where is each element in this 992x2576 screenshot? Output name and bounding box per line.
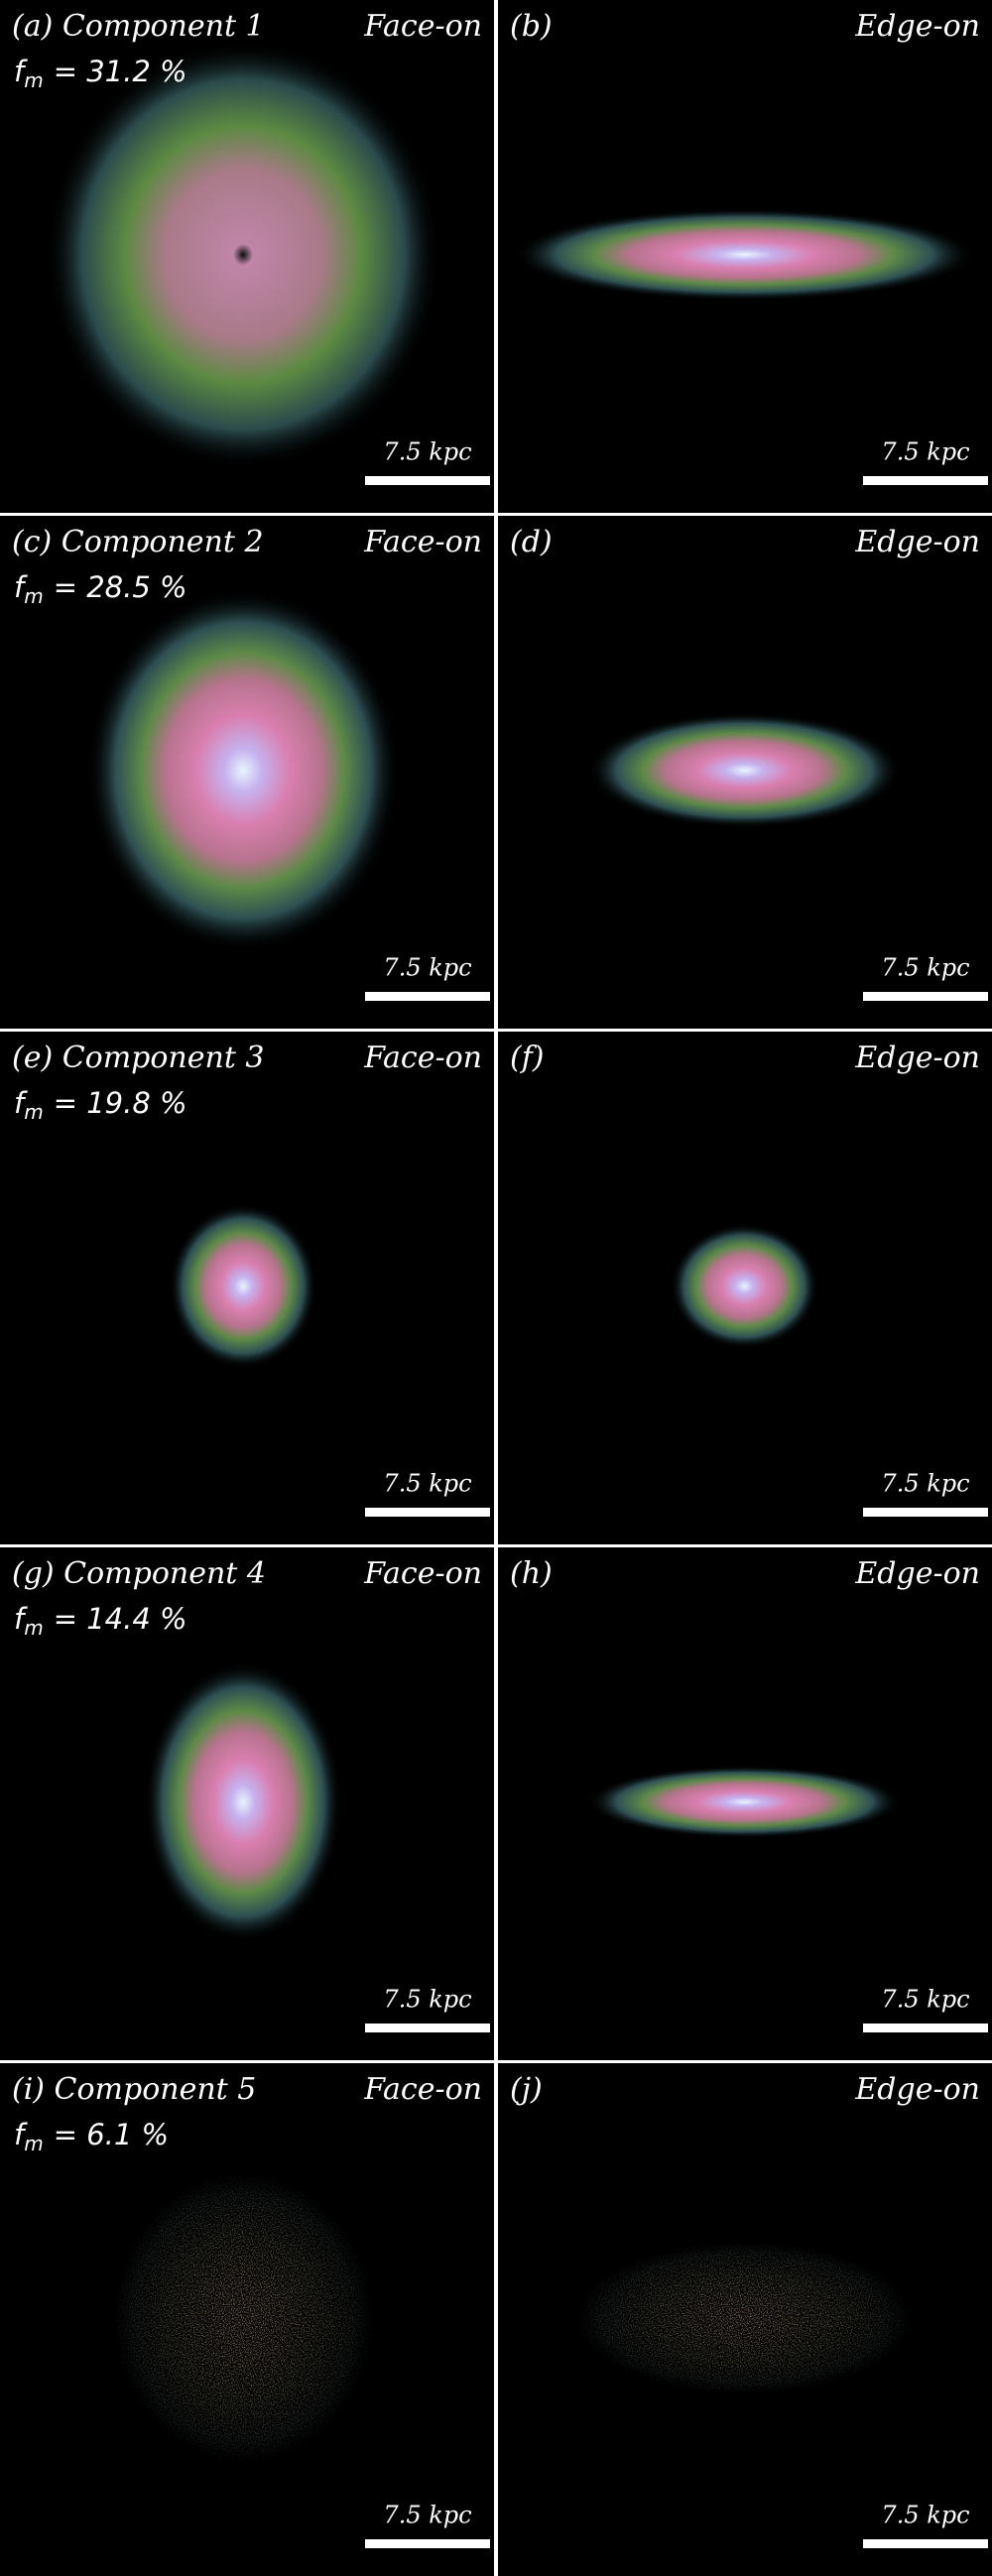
- orientation-label: Face-on: [363, 9, 482, 44]
- panel-label: (j): [510, 2072, 543, 2107]
- panel-label: (e) Component 3: [12, 1041, 265, 1075]
- mass-fraction-part: = 31.2 %: [54, 55, 187, 88]
- panel-label: (f): [510, 1041, 545, 1075]
- orientation-label: Edge-on: [854, 525, 980, 559]
- scale-label: 7.5 kpc: [383, 1470, 471, 1498]
- scale-bar: [863, 992, 988, 1001]
- orientation-label: Face-on: [363, 2072, 482, 2107]
- orientation-label: Edge-on: [854, 1041, 980, 1075]
- mass-fraction-part: m: [24, 2132, 43, 2155]
- orientation-label: Face-on: [363, 1041, 482, 1075]
- scale-label: 7.5 kpc: [881, 2502, 969, 2529]
- scale-label: 7.5 kpc: [881, 1986, 969, 2014]
- scale-bar: [863, 2024, 988, 2032]
- edge-panel: (j) Edge-on 7.5 kpc: [498, 2063, 992, 2576]
- mass-fraction: fm = 28.5 %: [14, 570, 187, 608]
- panel-label: (c) Component 2: [12, 525, 264, 559]
- scale-bar: [365, 1508, 490, 1517]
- mass-fraction-part: m: [24, 68, 43, 92]
- galaxy-image: [103, 2161, 383, 2474]
- scale-bar: [365, 2539, 490, 2548]
- edge-panel: (d) Edge-on 7.5 kpc: [498, 516, 992, 1029]
- galaxy-image: [588, 712, 901, 828]
- scale-label: 7.5 kpc: [881, 438, 969, 466]
- panel-label: (d): [510, 525, 553, 559]
- panel-label: (g) Component 4: [12, 1556, 266, 1591]
- mass-fraction-part: = 28.5 %: [54, 570, 187, 604]
- orientation-label: Edge-on: [854, 9, 980, 44]
- orientation-label: Edge-on: [854, 2072, 980, 2107]
- scale-bar: [863, 476, 988, 485]
- scale-bar: [365, 2024, 490, 2032]
- scale-label: 7.5 kpc: [383, 2502, 471, 2529]
- scale-label: 7.5 kpc: [383, 438, 471, 466]
- mass-fraction-part: = 14.4 %: [54, 1602, 187, 1636]
- orientation-label: Face-on: [363, 1556, 482, 1591]
- galaxy-image: [563, 2235, 926, 2400]
- galaxy-image: [169, 1203, 317, 1369]
- scale-label: 7.5 kpc: [383, 1986, 471, 2014]
- scale-bar: [863, 1508, 988, 1517]
- edge-panel: (h) Edge-on 7.5 kpc: [498, 1547, 992, 2060]
- galaxy-image: [86, 589, 400, 951]
- mass-fraction: fm = 6.1 %: [14, 2118, 169, 2155]
- galaxy-image: [46, 41, 440, 468]
- scale-label: 7.5 kpc: [881, 954, 969, 982]
- panel-label: (a) Component 1: [12, 9, 265, 44]
- galaxy-image: [588, 1766, 901, 1839]
- edge-panel: (f) Edge-on 7.5 kpc: [498, 1032, 992, 1544]
- edge-panel: (b) Edge-on 7.5 kpc: [498, 0, 992, 513]
- panel-label: (i) Component 5: [12, 2072, 256, 2107]
- mass-fraction-part: m: [24, 1616, 43, 1640]
- scale-bar: [365, 992, 490, 1001]
- mass-fraction-part: = 6.1 %: [54, 2118, 169, 2151]
- mass-fraction: fm = 19.8 %: [14, 1086, 187, 1124]
- panel-label: (h): [510, 1556, 553, 1591]
- scale-bar: [365, 476, 490, 485]
- galaxy-image: [514, 208, 975, 302]
- scale-label: 7.5 kpc: [881, 1470, 969, 1498]
- scale-bar: [863, 2539, 988, 2548]
- galaxy-image: [670, 1223, 818, 1349]
- mass-fraction-part: m: [24, 1100, 43, 1124]
- mass-fraction: fm = 31.2 %: [14, 55, 187, 92]
- orientation-label: Face-on: [363, 525, 482, 559]
- orientation-label: Edge-on: [854, 1556, 980, 1591]
- scale-label: 7.5 kpc: [383, 954, 471, 982]
- mass-fraction-part: m: [24, 584, 43, 608]
- galaxy-image: [144, 1661, 342, 1942]
- panel-label: (b): [510, 9, 553, 44]
- mass-fraction-part: = 19.8 %: [54, 1086, 187, 1120]
